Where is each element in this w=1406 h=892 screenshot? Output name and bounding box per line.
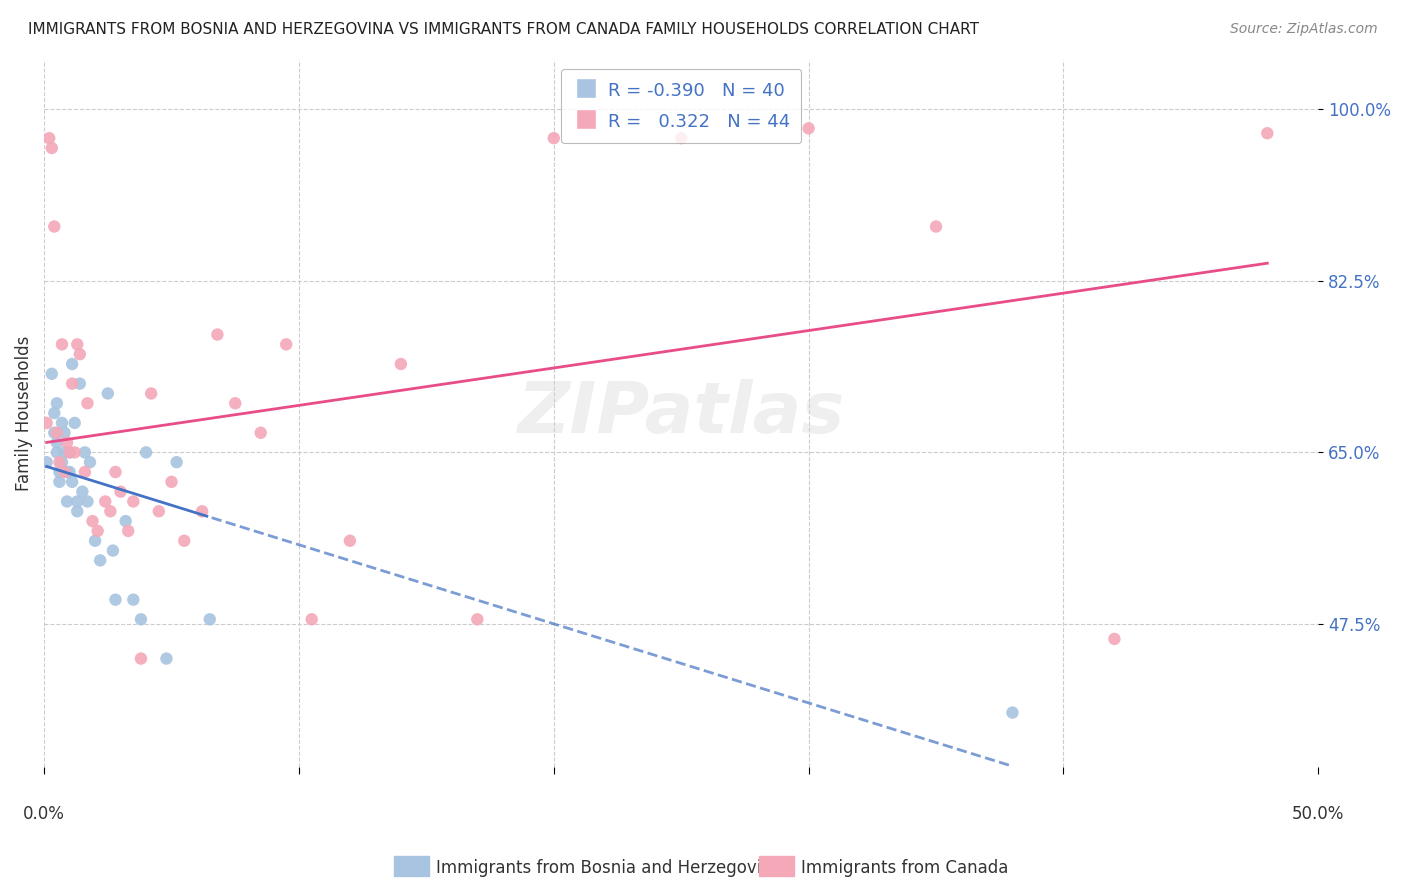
Point xyxy=(35,455,58,469)
Point xyxy=(66,494,89,508)
Text: Immigrants from Bosnia and Herzegovina: Immigrants from Bosnia and Herzegovina xyxy=(436,859,782,877)
Point xyxy=(41,367,63,381)
Point xyxy=(129,612,152,626)
Point xyxy=(58,465,80,479)
Point xyxy=(73,445,96,459)
Point xyxy=(45,425,67,440)
Point xyxy=(66,504,89,518)
Point xyxy=(44,219,66,234)
Point xyxy=(117,524,139,538)
Point xyxy=(104,465,127,479)
Point xyxy=(53,445,76,459)
Point xyxy=(76,396,98,410)
Point xyxy=(48,475,70,489)
Point xyxy=(72,484,94,499)
Point xyxy=(543,131,565,145)
Point xyxy=(35,416,58,430)
Point xyxy=(104,592,127,607)
Point xyxy=(51,455,73,469)
Text: Source: ZipAtlas.com: Source: ZipAtlas.com xyxy=(1230,22,1378,37)
Point xyxy=(86,524,108,538)
Point xyxy=(1104,632,1126,646)
Point xyxy=(122,494,145,508)
Point xyxy=(48,455,70,469)
Point xyxy=(38,131,60,145)
Point xyxy=(45,435,67,450)
Point xyxy=(76,494,98,508)
Point xyxy=(122,592,145,607)
Point xyxy=(94,494,117,508)
Text: 50.0%: 50.0% xyxy=(1292,805,1344,823)
Point xyxy=(389,357,412,371)
Legend: R = -0.390   N = 40, R =   0.322   N = 44: R = -0.390 N = 40, R = 0.322 N = 44 xyxy=(561,69,801,144)
Point xyxy=(139,386,162,401)
Point xyxy=(97,386,120,401)
Point xyxy=(56,494,79,508)
Point xyxy=(58,445,80,459)
Point xyxy=(79,455,101,469)
Point xyxy=(276,337,298,351)
Point xyxy=(45,396,67,410)
Point xyxy=(69,376,91,391)
Point xyxy=(60,357,83,371)
Point xyxy=(48,465,70,479)
Point xyxy=(51,337,73,351)
Point xyxy=(114,514,136,528)
Point xyxy=(191,504,214,518)
Point xyxy=(160,475,183,489)
Point xyxy=(89,553,111,567)
Point xyxy=(44,425,66,440)
Point xyxy=(66,337,89,351)
Point xyxy=(44,406,66,420)
Text: 0.0%: 0.0% xyxy=(22,805,65,823)
Point xyxy=(1256,126,1278,140)
Point xyxy=(73,465,96,479)
Point xyxy=(339,533,361,548)
Point xyxy=(82,514,104,528)
Point xyxy=(301,612,323,626)
Point xyxy=(101,543,124,558)
Point xyxy=(69,347,91,361)
Point xyxy=(63,416,86,430)
Point xyxy=(60,475,83,489)
Point xyxy=(135,445,157,459)
Point xyxy=(249,425,271,440)
Point xyxy=(207,327,229,342)
Point xyxy=(797,121,820,136)
Point xyxy=(84,533,107,548)
Point xyxy=(198,612,221,626)
Point xyxy=(45,445,67,459)
Point xyxy=(224,396,246,410)
Point xyxy=(53,425,76,440)
Point xyxy=(669,131,692,145)
Point xyxy=(56,465,79,479)
Point xyxy=(148,504,170,518)
Point xyxy=(41,141,63,155)
Point xyxy=(110,484,132,499)
Point xyxy=(58,445,80,459)
Point xyxy=(1001,706,1024,720)
Text: ZIPatlas: ZIPatlas xyxy=(517,378,845,448)
Point xyxy=(56,435,79,450)
Point xyxy=(63,445,86,459)
Point xyxy=(53,465,76,479)
Point xyxy=(51,416,73,430)
Point xyxy=(925,219,948,234)
Point xyxy=(155,651,177,665)
Point xyxy=(129,651,152,665)
Point xyxy=(166,455,188,469)
Point xyxy=(465,612,488,626)
Point xyxy=(98,504,121,518)
Text: Immigrants from Canada: Immigrants from Canada xyxy=(801,859,1008,877)
Point xyxy=(60,376,83,391)
Y-axis label: Family Households: Family Households xyxy=(15,335,32,491)
Text: IMMIGRANTS FROM BOSNIA AND HERZEGOVINA VS IMMIGRANTS FROM CANADA FAMILY HOUSEHOL: IMMIGRANTS FROM BOSNIA AND HERZEGOVINA V… xyxy=(28,22,979,37)
Point xyxy=(173,533,195,548)
